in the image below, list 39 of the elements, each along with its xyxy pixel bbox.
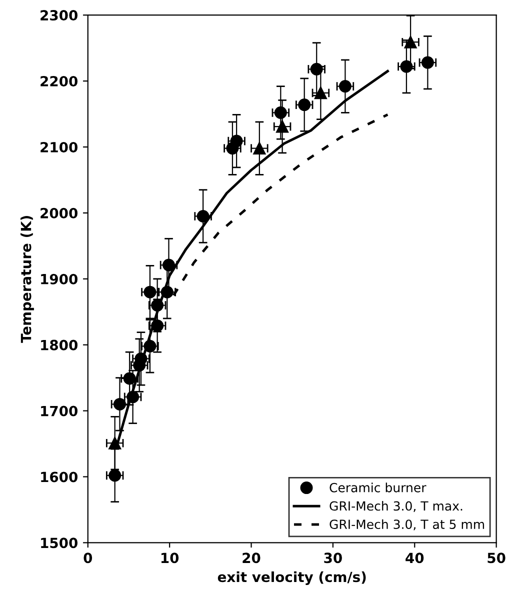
- point: [144, 340, 156, 352]
- legend-label: GRI-Mech 3.0, T max.: [330, 501, 462, 512]
- point: [338, 80, 352, 93]
- point: [162, 258, 176, 272]
- point: [126, 390, 140, 404]
- point: [274, 106, 287, 119]
- point: [151, 319, 164, 332]
- legend-label: Ceramic burner: [330, 482, 426, 492]
- y-tick-label: 2000: [40, 208, 78, 218]
- point: [310, 62, 323, 76]
- point: [314, 86, 327, 100]
- point: [108, 436, 122, 450]
- x-axis-title: exit velocity (cm/s): [218, 571, 366, 585]
- legend-label: GRI-Mech 3.0, T at 5 mm: [330, 519, 484, 530]
- point: [108, 469, 122, 482]
- point: [230, 134, 243, 148]
- y-tick-label: 2300: [40, 10, 78, 21]
- y-tick-label: 1800: [41, 340, 78, 350]
- x-tick-label: 10: [161, 552, 179, 564]
- y-axis-title: Temperature (K): [20, 216, 34, 343]
- y-tick-label: 1900: [41, 274, 78, 284]
- x-tick-label: 30: [324, 552, 342, 564]
- y-tick-label: 2200: [40, 76, 78, 86]
- point: [196, 210, 210, 222]
- point: [400, 60, 413, 73]
- y-tick-label: 1500: [41, 538, 78, 548]
- x-tick-label: 0: [84, 552, 92, 564]
- y-tick-label: 1700: [41, 406, 78, 416]
- x-tick-label: 50: [488, 552, 506, 564]
- point: [298, 98, 311, 112]
- point: [151, 299, 164, 312]
- point: [253, 142, 266, 155]
- point: [404, 36, 417, 48]
- point: [421, 56, 434, 69]
- x-tick-label: 20: [242, 552, 260, 564]
- y-tick-label: 1600: [41, 472, 78, 482]
- y-tick-label: 2100: [40, 142, 78, 152]
- x-tick-label: 40: [406, 552, 424, 564]
- point: [276, 120, 289, 133]
